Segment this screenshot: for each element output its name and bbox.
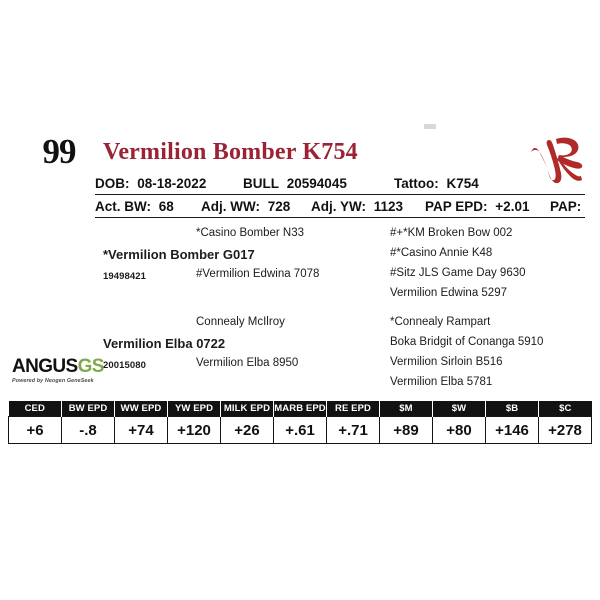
sire-great-granddam-1: #*Casino Annie K48 bbox=[390, 247, 493, 259]
dob-label: DOB: bbox=[95, 176, 130, 191]
lot-number: 99 bbox=[42, 132, 77, 171]
epd-value-ced: +6 bbox=[8, 416, 62, 444]
act-bw-value: 68 bbox=[158, 199, 174, 214]
epd-header-dollar-w: $W bbox=[432, 401, 486, 417]
epd-header-re: RE EPD bbox=[326, 401, 380, 417]
animal-name-title: Vermilion Bomber K754 bbox=[103, 139, 358, 165]
epd-value-re: +.71 bbox=[326, 416, 380, 444]
act-bw-field: Act. BW: 68 bbox=[95, 196, 174, 217]
dob-field: DOB: 08-18-2022 bbox=[95, 173, 206, 194]
epd-header-milk: MILK EPD bbox=[220, 401, 274, 417]
angus-word-black: ANGUS bbox=[12, 356, 78, 377]
pap-label: PAP: bbox=[550, 199, 582, 214]
pedigree-block: *Casino Bomber N33 *Vermilion Bomber G01… bbox=[0, 222, 600, 395]
info-row-identity: DOB: 08-18-2022 BULL 20594045 Tattoo: K7… bbox=[95, 173, 585, 195]
epd-header-dollar-m: $M bbox=[379, 401, 433, 417]
dam-great-grandsire-2: Vermilion Sirloin B516 bbox=[390, 356, 503, 368]
tattoo-field: Tattoo: K754 bbox=[394, 173, 479, 194]
adj-yw-field: Adj. YW: 1123 bbox=[311, 196, 403, 217]
dam-great-grandsire-1: *Connealy Rampart bbox=[390, 316, 491, 328]
registration-label: BULL bbox=[243, 176, 279, 191]
sire-great-grandsire-2: #Sitz JLS Game Day 9630 bbox=[390, 267, 526, 279]
epd-header-dollar-b: $B bbox=[485, 401, 539, 417]
adj-ww-field: Adj. WW: 728 bbox=[201, 196, 290, 217]
epd-header-ced: CED bbox=[8, 401, 62, 417]
epd-value-milk: +26 bbox=[220, 416, 274, 444]
angus-gs-wordmark: ANGUSGS bbox=[12, 357, 108, 376]
sire-great-granddam-2: Vermilion Edwina 5297 bbox=[390, 287, 507, 299]
epd-header-row: CED BW EPD WW EPD YW EPD MILK EPD MARB E… bbox=[8, 401, 592, 417]
dam-granddam: Vermilion Elba 8950 bbox=[196, 357, 299, 369]
angus-gs-tagline: Powered by Neogen GeneSeek bbox=[12, 378, 94, 384]
sire-granddam: #Vermilion Edwina 7078 bbox=[196, 268, 320, 280]
sire-name: *Vermilion Bomber G017 bbox=[103, 247, 255, 262]
angus-gs-logo: ANGUSGS Powered by Neogen GeneSeek bbox=[12, 357, 108, 387]
epd-value-dollar-c: +278 bbox=[538, 416, 592, 444]
sire-registration: 19498421 bbox=[103, 271, 147, 282]
adj-ww-label: Adj. WW: bbox=[201, 199, 260, 214]
dam-name: Vermilion Elba 0722 bbox=[103, 336, 226, 351]
pap-epd-value: +2.01 bbox=[495, 199, 530, 214]
dam-great-granddam-1: Boka Bridgit of Conanga 5910 bbox=[390, 336, 544, 348]
registration-field: BULL 20594045 bbox=[243, 173, 347, 194]
epd-value-dollar-b: +146 bbox=[485, 416, 539, 444]
epd-value-yw: +120 bbox=[167, 416, 221, 444]
dam-registration: 20015080 bbox=[103, 360, 147, 371]
scan-artifact bbox=[424, 124, 436, 129]
epd-header-marb: MARB EPD bbox=[273, 401, 327, 417]
registration-value: 20594045 bbox=[286, 176, 347, 191]
vr-brand-logo bbox=[526, 128, 588, 186]
dob-value: 08-18-2022 bbox=[137, 176, 207, 191]
sire-grandsire: *Casino Bomber N33 bbox=[196, 227, 305, 239]
adj-yw-label: Adj. YW: bbox=[311, 199, 367, 214]
pap-epd-label: PAP EPD: bbox=[425, 199, 488, 214]
adj-ww-value: 728 bbox=[267, 199, 291, 214]
pap-epd-field: PAP EPD: +2.01 bbox=[425, 196, 529, 217]
epd-header-ww: WW EPD bbox=[114, 401, 168, 417]
dam-grandsire: Connealy McIlroy bbox=[196, 316, 285, 328]
epd-value-row: +6 -.8 +74 +120 +26 +.61 +.71 +89 +80 +1… bbox=[8, 416, 592, 444]
tattoo-value: K754 bbox=[446, 176, 479, 191]
adj-yw-value: 1123 bbox=[373, 199, 404, 214]
epd-header-yw: YW EPD bbox=[167, 401, 221, 417]
epd-value-ww: +74 bbox=[114, 416, 168, 444]
epd-value-bw: -.8 bbox=[61, 416, 115, 444]
epd-table: CED BW EPD WW EPD YW EPD MILK EPD MARB E… bbox=[8, 401, 592, 444]
dam-great-granddam-2: Vermilion Elba 5781 bbox=[390, 376, 493, 388]
epd-header-bw: BW EPD bbox=[61, 401, 115, 417]
act-bw-label: Act. BW: bbox=[95, 199, 151, 214]
info-row-measurements: Act. BW: 68 Adj. WW: 728 Adj. YW: 1123 P… bbox=[95, 196, 585, 218]
epd-value-dollar-m: +89 bbox=[379, 416, 433, 444]
sire-great-grandsire-1: #+*KM Broken Bow 002 bbox=[390, 227, 513, 239]
epd-header-dollar-c: $C bbox=[538, 401, 592, 417]
epd-value-marb: +.61 bbox=[273, 416, 327, 444]
angus-word-green: GS bbox=[77, 356, 105, 377]
pap-field: PAP: bbox=[550, 196, 585, 217]
tattoo-label: Tattoo: bbox=[394, 176, 439, 191]
epd-value-dollar-w: +80 bbox=[432, 416, 486, 444]
